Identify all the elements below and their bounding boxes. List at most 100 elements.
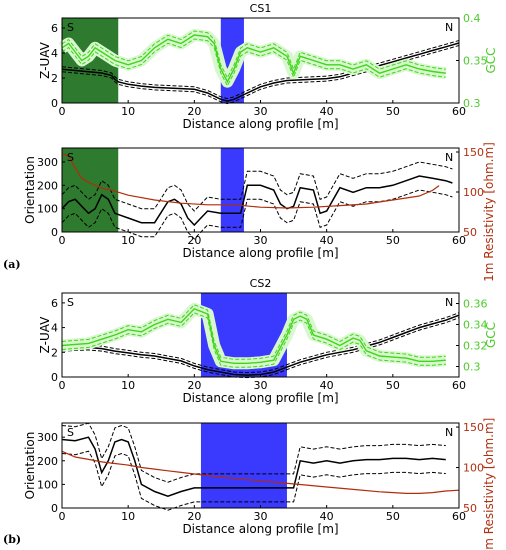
cs1-top-y2tick-label: 0.35 xyxy=(463,55,488,68)
cs1-top-black-upper xyxy=(61,40,460,100)
cs1-top-ytick-label: 6 xyxy=(51,22,58,35)
cs2-top-ylabel: Z-UAV xyxy=(38,316,52,354)
cs2-bottom-black-line xyxy=(61,436,446,497)
cs2-top-xtick-label: 30 xyxy=(254,379,268,392)
cs2-bottom-y2label: 1m Resistivity [ohm.m] xyxy=(482,418,496,550)
cs2-top-ytick-label: 6 xyxy=(51,297,58,310)
cs2-top-xlabel: Distance along profile [m] xyxy=(182,391,338,405)
cs1-top-y2tick-label: 0.4 xyxy=(463,12,481,25)
cs2-top-title: CS2 xyxy=(250,277,272,290)
cs2-top-annot-north: N xyxy=(445,296,453,309)
cs1-bottom-xtick-label: 50 xyxy=(386,234,400,247)
cs2-top-black-upper xyxy=(61,312,460,374)
cs1-bottom-y2label: 1m Resistivity [ohm.m] xyxy=(482,142,496,282)
cs1-top-y2label: GCC xyxy=(484,47,498,73)
cs2-top-y2tick-label: 0.36 xyxy=(463,298,488,311)
cs2-bottom-black-lower xyxy=(61,450,446,511)
cs1-top-black-line xyxy=(61,42,460,102)
cs2-top-y2tick-label: 0.3 xyxy=(463,361,481,374)
cs1-bottom-annot-south: S xyxy=(67,151,74,164)
cs2-top-xtick-label: 50 xyxy=(386,379,400,392)
cs1-bottom-patch-1 xyxy=(220,148,244,232)
cs1-top-black-lower xyxy=(61,45,460,105)
cs1-bottom-xtick-label: 10 xyxy=(121,234,135,247)
cs2-top-gcc-lower xyxy=(61,312,446,368)
cs2-bottom-y2tick-label: 50 xyxy=(463,502,477,515)
cs1-bottom-ytick-label: 0 xyxy=(51,226,58,239)
cs2-bottom-xtick-label: 20 xyxy=(187,510,201,523)
cs2-bottom-xtick-label: 60 xyxy=(452,510,466,523)
cs1-top-ytick-label: 2 xyxy=(51,72,58,85)
cs2-bottom-y2tick-label: 100 xyxy=(463,462,484,475)
cs1-top-plot xyxy=(58,17,460,105)
cs1-top-ylabel: Z-UAV xyxy=(38,41,52,79)
cs1-bottom-black-lower xyxy=(61,189,453,240)
cs1-top-xtick-label: 60 xyxy=(452,105,466,118)
cs2-bottom-ytick-label: 300 xyxy=(37,431,58,444)
cs2-top-xtick-label: 60 xyxy=(452,379,466,392)
cs1-top-xtick-label: 10 xyxy=(121,105,135,118)
cs1-bottom-frame xyxy=(61,147,460,233)
cs1-top-gcc-lower xyxy=(61,38,446,87)
cs1-top-annot-north: N xyxy=(445,21,453,34)
cs1-bottom-annot-north: N xyxy=(445,151,453,164)
cs2-top-y2label: GCC xyxy=(484,322,498,348)
cs1-top-annot-south: S xyxy=(67,21,74,34)
cs2-top-xtick-label: 20 xyxy=(187,379,201,392)
cs1-bottom-resistivity-line xyxy=(61,153,440,209)
cs2-bottom-xtick-label: 50 xyxy=(386,510,400,523)
cs1-bottom-y2tick-label: 50 xyxy=(463,226,477,239)
cs1-bottom-xlabel: Distance along profile [m] xyxy=(182,246,338,260)
cs1-bottom-ytick-label: 300 xyxy=(37,156,58,169)
cs2-top-xtick-label: 0 xyxy=(59,379,66,392)
cs1-bottom-xtick-label: 30 xyxy=(254,234,268,247)
cs1-bottom-xtick-label: 0 xyxy=(59,234,66,247)
cs2-top-y2tick-label: 0.32 xyxy=(463,340,488,353)
cs1-bottom-y2tick-label: 150 xyxy=(463,146,484,159)
cs1-bottom-xtick-label: 40 xyxy=(320,234,334,247)
cs2-bottom-xtick-label: 10 xyxy=(121,510,135,523)
cs2-bottom-black-upper xyxy=(61,422,446,483)
cs2-bottom-resistivity-line xyxy=(61,450,460,494)
cs1-top-ytick-label: 0 xyxy=(51,97,58,110)
cs1-top-xtick-label: 30 xyxy=(254,105,268,118)
panel-a-label: (a) xyxy=(3,258,21,271)
cs1-top-xtick-label: 50 xyxy=(386,105,400,118)
cs2-top-y2tick-label: 0.34 xyxy=(463,319,488,332)
cs2-top-annot-south: S xyxy=(67,296,74,309)
cs2-top-plot xyxy=(61,292,460,379)
cs2-bottom-ytick-label: 200 xyxy=(37,455,58,468)
cs2-bottom-xtick-label: 30 xyxy=(254,510,268,523)
cs2-bottom-xlabel: Distance along profile [m] xyxy=(182,522,338,536)
cs2-top-xtick-label: 10 xyxy=(121,379,135,392)
cs1-top-xlabel: Distance along profile [m] xyxy=(182,117,338,131)
cs2-top-ytick-label: 0 xyxy=(51,371,58,384)
cs2-bottom-annot-south: S xyxy=(67,426,74,439)
cs2-bottom-xtick-label: 40 xyxy=(320,510,334,523)
cs1-bottom-black-upper xyxy=(61,161,453,212)
cs1-top-xtick-label: 40 xyxy=(320,105,334,118)
cs2-bottom-plot xyxy=(61,422,460,511)
cs2-bottom-ytick-label: 100 xyxy=(37,478,58,491)
cs1-bottom-xtick-label: 60 xyxy=(452,234,466,247)
cs1-bottom-ylabel: Orientation xyxy=(23,156,37,224)
cs2-bottom-patch-0 xyxy=(200,423,287,508)
cs2-top-ytick-label: 2 xyxy=(51,346,58,359)
cs1-bottom-y2tick-label: 100 xyxy=(463,186,484,199)
cs2-top-ytick-label: 4 xyxy=(51,322,58,335)
cs1-bottom-ytick-label: 200 xyxy=(37,179,58,192)
cs1-bottom-plot xyxy=(61,147,460,240)
cs1-top-title: CS1 xyxy=(250,2,272,15)
cs1-bottom-black-line xyxy=(61,175,453,227)
cs2-bottom-annot-north: N xyxy=(445,426,453,439)
cs1-top-gcc-line xyxy=(61,34,446,84)
cs2-bottom-ylabel: Orientation xyxy=(23,432,37,500)
cs2-bottom-y2tick-label: 150 xyxy=(463,421,484,434)
cs2-bottom-ytick-label: 0 xyxy=(51,502,58,515)
cs1-bottom-xtick-label: 20 xyxy=(187,234,201,247)
panel-b-label: (b) xyxy=(3,533,22,546)
cs1-top-xtick-label: 20 xyxy=(187,105,201,118)
cs2-bottom-xtick-label: 0 xyxy=(59,510,66,523)
cs1-top-y2tick-label: 0.3 xyxy=(463,97,481,110)
